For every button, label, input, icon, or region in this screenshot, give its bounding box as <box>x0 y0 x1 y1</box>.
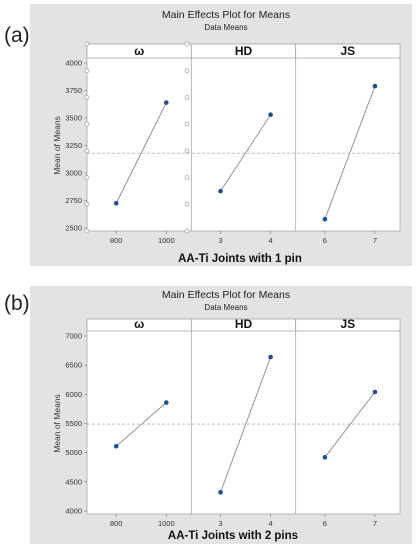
selection-handle <box>184 95 190 100</box>
y-tick-label: 4000 <box>65 507 82 516</box>
selection-handle <box>84 228 90 234</box>
selection-handle <box>84 68 90 74</box>
x-tick-label: 6 <box>323 519 327 528</box>
selection-handle <box>84 148 90 154</box>
series-line <box>324 85 376 220</box>
facet-label: ω <box>134 44 144 58</box>
facet-header <box>295 43 401 59</box>
series-line <box>220 356 272 493</box>
x-tick-label: 7 <box>373 236 377 245</box>
series-line <box>115 102 167 204</box>
y-tick-label: 6000 <box>65 390 82 399</box>
chart-group: Main Effects Plot for Means Data Means 250… <box>30 4 412 266</box>
series-line <box>220 114 272 192</box>
y-tick-label: 5000 <box>65 448 82 457</box>
data-point <box>372 389 378 395</box>
plot-area <box>86 318 401 515</box>
y-axis-label: Mean of Means <box>52 394 62 453</box>
facet-label: JS <box>340 317 355 331</box>
series-line <box>115 402 167 447</box>
data-point <box>372 83 378 89</box>
data-point <box>113 443 119 449</box>
chart-subtitle: Data Means <box>204 303 247 312</box>
y-tick-label: 3250 <box>65 141 82 150</box>
y-tick-label: 7000 <box>65 332 82 341</box>
x-tick-label: 3 <box>218 236 222 245</box>
y-tick-label: 2500 <box>65 224 82 233</box>
selection-handle <box>184 201 190 207</box>
selection-handle <box>84 121 90 127</box>
x-tick-label: 800 <box>110 519 123 528</box>
x-axis-label: AA-Ti Joints with 2 pins <box>168 530 298 542</box>
data-point <box>163 100 169 105</box>
facet-label: HD <box>235 317 253 331</box>
x-tick-label: 7 <box>373 519 377 528</box>
x-axis-label: AA-Ti Joints with 1 pin <box>178 253 302 265</box>
selection-handle <box>84 41 90 47</box>
x-tick-label: 3 <box>218 519 222 528</box>
y-tick-label: 3750 <box>65 86 82 95</box>
selection-handle <box>184 121 190 127</box>
y-tick-label: 6500 <box>65 361 82 370</box>
y-tick-label: 4500 <box>65 477 82 486</box>
x-tick-label: 4 <box>269 236 273 245</box>
data-point <box>268 112 273 117</box>
selection-handle <box>84 95 90 100</box>
chart-subtitle: Data Means <box>204 23 247 32</box>
selection-handle <box>184 175 190 180</box>
selection-handle <box>184 228 190 234</box>
data-point <box>268 354 273 360</box>
selection-handle <box>84 175 90 180</box>
facet-label: ω <box>134 317 144 331</box>
y-tick-label: 3500 <box>65 114 82 123</box>
plot-area <box>86 43 401 232</box>
y-tick-label: 5500 <box>65 419 82 428</box>
data-point <box>163 400 169 405</box>
selection-handle <box>184 41 190 47</box>
data-point <box>218 490 223 495</box>
facet-label: JS <box>340 44 355 58</box>
chart-title: Main Effects Plot for Means <box>162 289 290 301</box>
figure-label-b: (b) <box>4 292 30 315</box>
data-point <box>113 200 119 206</box>
facet-label: HD <box>235 44 253 58</box>
x-tick-label: 4 <box>269 519 273 528</box>
y-tick-label: 4000 <box>65 59 82 68</box>
chart-title: Main Effects Plot for Means <box>162 9 290 21</box>
selection-handle <box>184 148 190 154</box>
data-point <box>322 216 328 222</box>
data-point <box>218 188 223 194</box>
y-axis-label: Mean of Means <box>52 116 62 175</box>
x-tick-label: 6 <box>323 236 327 245</box>
selection-handle <box>184 68 190 74</box>
x-tick-label: 800 <box>110 236 123 245</box>
y-tick-label: 2750 <box>65 196 82 205</box>
figure-label-a: (a) <box>4 24 30 47</box>
y-tick-label: 3000 <box>65 169 82 178</box>
series-line <box>324 391 376 458</box>
x-tick-label: 1000 <box>158 236 175 245</box>
facet-header <box>295 318 401 332</box>
chart-group: Main Effects Plot for Means Data Means 400… <box>30 286 412 544</box>
x-tick-label: 1000 <box>158 519 175 528</box>
data-point <box>322 455 328 460</box>
selection-handle <box>84 201 90 207</box>
